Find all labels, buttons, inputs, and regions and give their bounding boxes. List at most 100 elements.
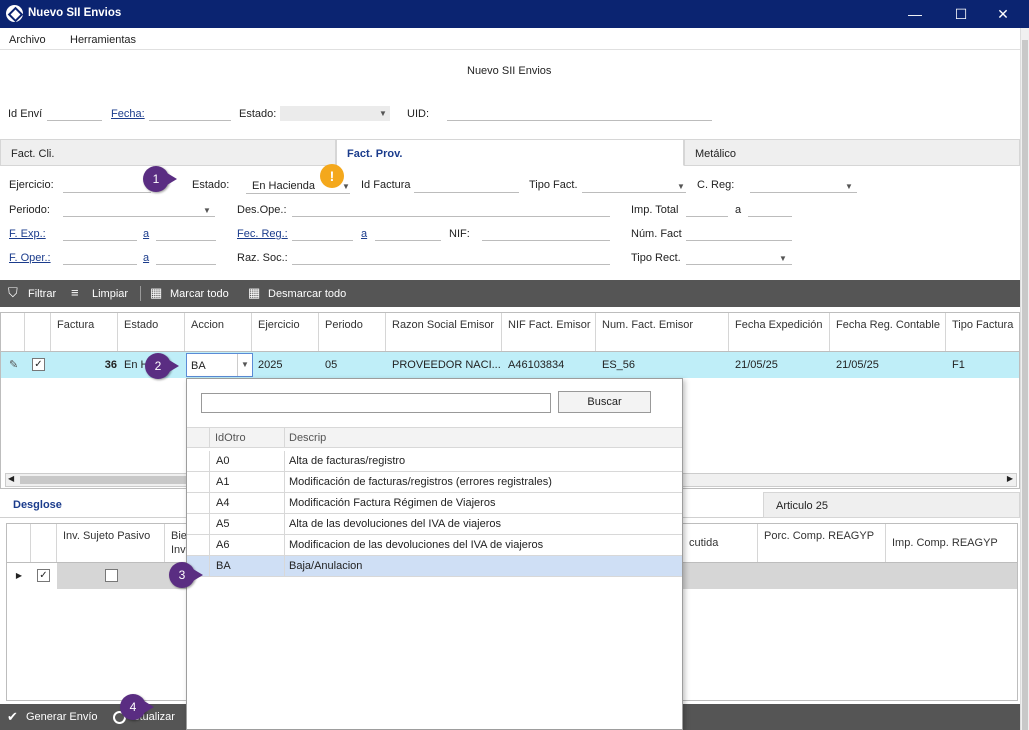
accion-dropdown-popup: Buscar IdOtro Descrip A0 Alta de facturas… bbox=[186, 378, 683, 730]
desmarcar-todo-button[interactable]: Desmarcar todo bbox=[268, 288, 347, 300]
fec-reg-label[interactable]: Fec. Reg.: bbox=[237, 228, 288, 240]
close-button[interactable]: ✕ bbox=[997, 6, 1009, 22]
menu-archivo[interactable]: Archivo bbox=[9, 34, 46, 46]
col-ejercicio[interactable]: Ejercicio bbox=[252, 313, 319, 351]
uid-input[interactable] bbox=[447, 120, 712, 121]
list-item[interactable]: A5 Alta de las devoluciones del IVA de vi… bbox=[187, 514, 682, 535]
tab-fact-prov[interactable]: Fact. Prov. bbox=[336, 139, 684, 166]
col-nif[interactable]: NIF Fact. Emisor bbox=[502, 313, 596, 351]
popup-search-input[interactable] bbox=[201, 393, 551, 413]
col-periodo[interactable]: Periodo bbox=[319, 313, 386, 351]
actualizar-button[interactable]: ctualizar bbox=[134, 711, 175, 723]
popup-header: IdOtro Descrip bbox=[187, 427, 682, 448]
estado-select[interactable]: ▼ bbox=[280, 106, 390, 121]
cell-periodo: 05 bbox=[325, 359, 338, 371]
cell-ejercicio: 2025 bbox=[258, 359, 283, 371]
f-exp-a-label[interactable]: a bbox=[143, 228, 150, 240]
list-item-selected[interactable]: BA Baja/Anulacion bbox=[187, 556, 682, 577]
minimize-button[interactable]: — bbox=[908, 6, 922, 22]
row-checkbox[interactable]: ✓ bbox=[32, 358, 45, 371]
fec-reg-a-label[interactable]: a bbox=[361, 228, 368, 240]
fecha-label[interactable]: Fecha: bbox=[111, 108, 145, 120]
des-ope-input[interactable] bbox=[292, 216, 610, 217]
form-title: Nuevo SII Envios bbox=[467, 65, 552, 77]
id-factura-input[interactable] bbox=[414, 192, 519, 193]
imp-total-from-input[interactable] bbox=[686, 216, 728, 217]
f-exp-label[interactable]: F. Exp.: bbox=[9, 228, 46, 240]
accion-combobox[interactable]: BA ▼ bbox=[186, 353, 253, 377]
f-oper-from-input[interactable] bbox=[63, 264, 137, 265]
tab-desglose[interactable]: Desglose bbox=[13, 499, 62, 511]
tab-fact-cli[interactable]: Fact. Cli. bbox=[0, 139, 336, 166]
col-estado[interactable]: Estado bbox=[118, 313, 185, 351]
c-reg-dropdown-icon[interactable]: ▼ bbox=[845, 182, 853, 191]
tipo-fact-select[interactable] bbox=[582, 192, 686, 193]
col-num-fact[interactable]: Num. Fact. Emisor bbox=[596, 313, 729, 351]
fecha-input[interactable] bbox=[149, 120, 231, 121]
f-oper-a-label[interactable]: a bbox=[143, 252, 150, 264]
fec-reg-from-input[interactable] bbox=[292, 240, 353, 241]
col-inv-sujeto-pasivo[interactable]: Inv. Sujeto Pasivo bbox=[57, 524, 165, 562]
cell-nif: A46103834 bbox=[508, 359, 565, 371]
id-envio-input[interactable] bbox=[47, 120, 102, 121]
inv-sujeto-pasivo-checkbox[interactable] bbox=[105, 569, 118, 582]
f-exp-from-input[interactable] bbox=[63, 240, 137, 241]
list-item[interactable]: A0 Alta de facturas/registro bbox=[187, 451, 682, 472]
estado-filter-underline bbox=[246, 193, 350, 194]
imp-total-to-input[interactable] bbox=[748, 216, 792, 217]
accion-dropdown-icon[interactable]: ▼ bbox=[237, 354, 252, 376]
f-oper-to-input[interactable] bbox=[156, 264, 216, 265]
estado-filter-select[interactable]: En Hacienda bbox=[252, 180, 315, 192]
col-porc-comp[interactable]: Porc. Comp. REAGYP bbox=[758, 524, 886, 562]
row-checkbox[interactable]: ✓ bbox=[37, 569, 50, 582]
estado-dropdown-icon[interactable]: ▼ bbox=[342, 182, 350, 191]
window-title: Nuevo SII Envios bbox=[28, 7, 122, 19]
periodo-dropdown-icon[interactable]: ▼ bbox=[203, 206, 211, 215]
tipo-rect-select[interactable] bbox=[686, 264, 792, 265]
step-badge-4: 4 bbox=[120, 694, 154, 720]
marcar-todo-button[interactable]: Marcar todo bbox=[170, 288, 229, 300]
ejercicio-label: Ejercicio: bbox=[9, 179, 54, 191]
col-cutida[interactable]: cutida bbox=[683, 524, 758, 562]
expand-row-icon[interactable]: ▶ bbox=[7, 563, 31, 589]
col-imp-comp[interactable]: Imp. Comp. REAGYP bbox=[892, 537, 998, 549]
title-bar: Nuevo SII Envios — ☐ ✕ bbox=[0, 0, 1029, 28]
col-idotro[interactable]: IdOtro bbox=[209, 428, 285, 448]
warning-icon: ! bbox=[320, 164, 344, 188]
generar-envio-button[interactable]: Generar Envío bbox=[26, 711, 98, 723]
tipo-fact-dropdown-icon[interactable]: ▼ bbox=[677, 182, 685, 191]
col-tipo-factura[interactable]: Tipo Factura bbox=[952, 319, 1014, 331]
ejercicio-input[interactable] bbox=[63, 192, 151, 193]
filtrar-button[interactable]: Filtrar bbox=[28, 288, 57, 300]
limpiar-button[interactable]: Limpiar bbox=[92, 288, 129, 300]
col-factura[interactable]: Factura bbox=[51, 313, 118, 351]
tab-metalico[interactable]: Metálico bbox=[684, 139, 1020, 166]
buscar-button[interactable]: Buscar bbox=[558, 391, 651, 413]
col-fecha-exp[interactable]: Fecha Expedición bbox=[729, 313, 830, 351]
f-oper-label[interactable]: F. Oper.: bbox=[9, 252, 51, 264]
list-item[interactable]: A4 Modificación Factura Régimen de Viajer… bbox=[187, 493, 682, 514]
col-fecha-reg[interactable]: Fecha Reg. Contable bbox=[830, 313, 946, 351]
estado-label: Estado: bbox=[239, 108, 277, 120]
tipo-rect-dropdown-icon[interactable]: ▼ bbox=[779, 254, 787, 263]
num-fact-input[interactable] bbox=[686, 240, 792, 241]
c-reg-select[interactable] bbox=[750, 192, 857, 193]
menu-herramientas[interactable]: Herramientas bbox=[70, 34, 137, 46]
f-exp-to-input[interactable] bbox=[156, 240, 216, 241]
nif-input[interactable] bbox=[482, 240, 610, 241]
fec-reg-to-input[interactable] bbox=[375, 240, 441, 241]
unmark-all-icon: ▦ bbox=[248, 285, 261, 300]
col-razon-social[interactable]: Razon Social Emisor bbox=[386, 313, 502, 351]
col-descrip[interactable]: Descrip bbox=[289, 432, 327, 444]
vertical-scrollbar[interactable] bbox=[1020, 28, 1029, 730]
tab-articulo-25[interactable]: Articulo 25 bbox=[763, 492, 1020, 518]
periodo-select[interactable] bbox=[63, 216, 215, 217]
filter-icon: ⛉ bbox=[8, 285, 18, 300]
raz-soc-input[interactable] bbox=[292, 264, 610, 265]
id-factura-label: Id Factura bbox=[361, 179, 411, 191]
list-item[interactable]: A6 Modificacion de las devoluciones del I… bbox=[187, 535, 682, 556]
cell-factura: 36 bbox=[104, 359, 117, 371]
maximize-button[interactable]: ☐ bbox=[954, 6, 968, 22]
col-accion[interactable]: Accion bbox=[185, 313, 252, 351]
list-item[interactable]: A1 Modificación de facturas/registros (er… bbox=[187, 472, 682, 493]
